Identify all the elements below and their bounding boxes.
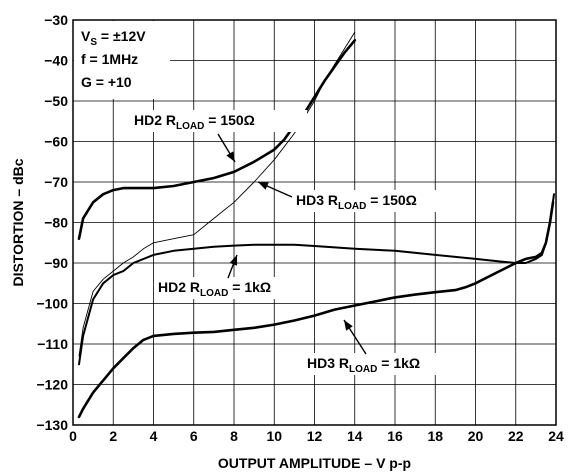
test-condition-3: G = +10 [81, 74, 132, 90]
x-tick-label: 0 [69, 428, 77, 444]
x-tick-label: 12 [307, 428, 323, 444]
series-label-background [293, 190, 455, 212]
series-label-4: HD3 RLOAD = 1kΩ [307, 355, 420, 375]
y-tick-label: −100 [36, 296, 68, 312]
y-tick-label: −120 [36, 377, 68, 393]
y-tick-label: −80 [44, 215, 68, 231]
arrow-head-icon [226, 151, 235, 162]
x-tick-label: 16 [387, 428, 403, 444]
series-line-2 [78, 31, 356, 357]
x-tick-label: 6 [190, 428, 198, 444]
x-tick-label: 8 [230, 428, 238, 444]
y-tick-label: −60 [44, 134, 68, 150]
conditions-background [74, 21, 170, 99]
y-tick-label: −40 [44, 53, 68, 69]
x-tick-label: 22 [508, 428, 524, 444]
series-label-background [304, 353, 454, 375]
y-tick-label: −70 [44, 174, 68, 190]
annotations: VS = ±12V f = 1MHz G = +10 HD2 RLOAD = 150Ω… [74, 21, 455, 375]
y-tick-label: −90 [44, 255, 68, 271]
test-condition-1: VS = ±12V [81, 28, 146, 48]
y-tick-label: −110 [37, 336, 68, 352]
series-line-4 [77, 201, 555, 419]
series-label-background [131, 110, 307, 132]
x-tick-label: 14 [347, 428, 363, 444]
series-line-3 [78, 193, 555, 366]
x-tick-label: 24 [548, 428, 564, 444]
series-label-3: HD2 RLOAD = 1kΩ [158, 279, 271, 299]
x-tick-label: 18 [427, 428, 443, 444]
plot-frame [72, 19, 557, 426]
series-label-1: HD2 RLOAD = 150Ω [134, 112, 255, 132]
x-tick-label: 20 [468, 428, 484, 444]
y-tick-label: −30 [44, 12, 68, 28]
series-line-1 [77, 39, 357, 240]
series-lines [77, 31, 555, 419]
x-tick-label: 2 [109, 428, 117, 444]
x-tick-label: 10 [266, 428, 282, 444]
series-label-background [155, 277, 309, 299]
tick-labels: 0 2 4 6 8 10 12 14 16 18 20 22 24−30−40−50−60−70−80−… [36, 12, 564, 444]
y-axis-title: DISTORTION – dBc [10, 158, 26, 286]
y-tick-label: −50 [44, 93, 68, 109]
x-axis-title: OUTPUT AMPLITUDE – V p-p [218, 455, 411, 471]
arrow-head-icon [229, 255, 238, 266]
series-label-2: HD3 RLOAD = 150Ω [296, 192, 417, 212]
arrow-head-icon [344, 320, 353, 331]
test-condition-2: f = 1MHz [81, 51, 138, 67]
x-tick-label: 4 [150, 428, 158, 444]
y-tick-label: −130 [36, 417, 68, 433]
arrow-head-icon [258, 182, 269, 190]
